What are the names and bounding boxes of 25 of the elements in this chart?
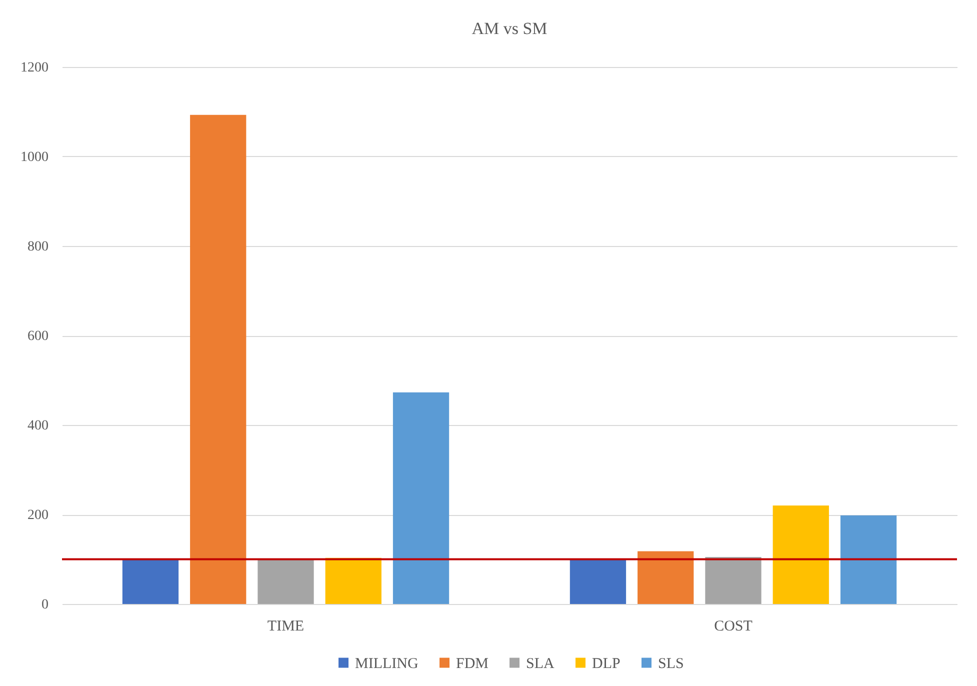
y-tick-label: 1200 — [20, 60, 48, 76]
y-tick-label: 400 — [28, 418, 48, 434]
bar — [122, 559, 179, 604]
bar — [705, 557, 762, 604]
legend-label: SLS — [658, 656, 684, 672]
legend-label: FDM — [456, 656, 489, 672]
x-tick-label: COST — [714, 618, 752, 634]
y-tick-label: 200 — [28, 508, 48, 523]
bar — [840, 515, 897, 604]
legend-label: DLP — [592, 656, 620, 672]
y-tick-label: 800 — [28, 240, 48, 254]
legend-label: SLA — [526, 656, 555, 672]
x-tick-label: TIME — [267, 618, 304, 634]
y-tick-label: 600 — [28, 329, 48, 344]
chart-title: AM vs SM — [472, 19, 548, 38]
bar — [392, 392, 450, 604]
bar — [570, 559, 626, 604]
bar — [258, 559, 314, 604]
bar — [638, 551, 694, 604]
y-tick-label: 0 — [42, 598, 48, 612]
y-tick-label: 1000 — [20, 150, 48, 165]
bar — [325, 558, 382, 604]
bar — [772, 506, 829, 604]
legend-label: MILLING — [355, 656, 418, 672]
bar — [190, 114, 246, 604]
